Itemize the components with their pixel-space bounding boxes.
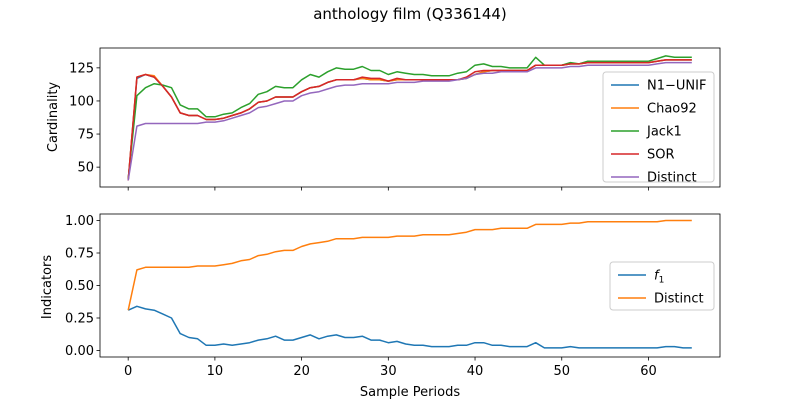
- series-line-0-4: [127, 61, 692, 181]
- x-tick-label: 50: [553, 364, 570, 379]
- top-y-axis-label: Cardinality: [46, 82, 61, 153]
- x-tick-label: 40: [467, 364, 484, 379]
- legend-label: Distinct: [654, 292, 704, 307]
- legend-label: N1−UNIF: [647, 79, 706, 94]
- legend-label: Distinct: [647, 171, 697, 186]
- top-panel: 50 75 100 125 N1−UNIF Chao92 Jack1 SOR Distinct: [69, 47, 721, 191]
- x-tick-label: 10: [207, 364, 224, 379]
- y-tick-label: 1.00: [65, 214, 94, 229]
- y-tick-label: 100: [69, 94, 94, 109]
- legend-label: Chao92: [647, 102, 697, 117]
- y-tick-label: 50: [77, 161, 94, 176]
- x-axis-label: Sample Periods: [360, 385, 460, 400]
- plot-frame: [99, 47, 721, 188]
- series-line-0-2: [127, 55, 692, 180]
- y-tick-label: 0.00: [65, 344, 94, 359]
- x-tick-label: 20: [293, 364, 310, 379]
- series-line-1-0: [127, 305, 692, 349]
- series-line-0-3: [127, 59, 692, 181]
- bottom-panel: 0 10 20 30 40 50 60 0.00 0.25 0.50 0.75 1.00 f1 Disti…: [65, 213, 721, 379]
- legend-label: f1: [654, 269, 664, 286]
- x-tick-label: 60: [640, 364, 657, 379]
- x-tick-label: 0: [124, 364, 132, 379]
- legend-label: Jack1: [646, 125, 682, 140]
- x-tick-label: 30: [380, 364, 397, 379]
- y-tick-label: 75: [77, 128, 94, 143]
- y-tick-label: 0.50: [65, 279, 94, 294]
- bottom-y-axis-label: Indicators: [40, 255, 55, 319]
- series-line-1-1: [127, 219, 692, 311]
- legend-label: SOR: [647, 148, 675, 163]
- y-tick-label: 125: [69, 61, 94, 76]
- chart-title: anthology film (Q336144): [313, 5, 507, 23]
- y-tick-label: 0.75: [65, 247, 94, 262]
- y-tick-label: 0.25: [65, 312, 94, 327]
